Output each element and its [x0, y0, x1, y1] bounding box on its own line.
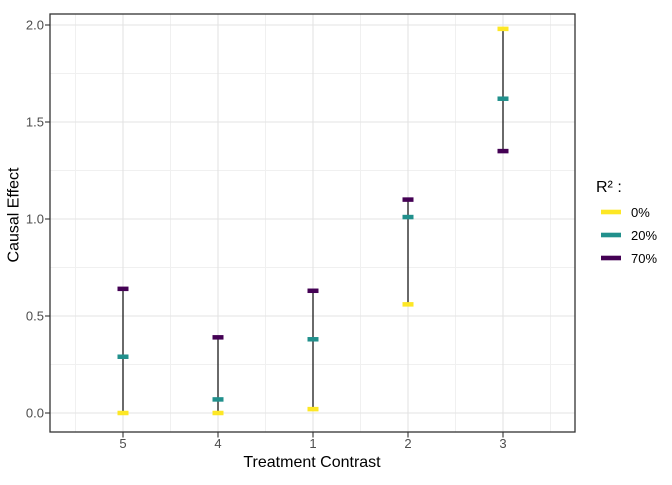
x-tick-label: 3: [499, 436, 506, 451]
x-tick-label: 1: [309, 436, 316, 451]
data-point: [117, 410, 129, 416]
data-point: [212, 410, 224, 416]
legend: R² : 0% 20% 70%: [596, 179, 657, 266]
y-tick-label: 0.5: [26, 309, 44, 324]
x-axis-tick-labels: 5 4 1 2 3: [119, 436, 506, 451]
x-axis-title: Treatment Contrast: [243, 454, 381, 471]
data-point: [307, 337, 319, 342]
y-tick-label: 0.0: [26, 406, 44, 421]
y-tick-label: 2.0: [26, 18, 44, 33]
data-point: [212, 397, 224, 402]
legend-title: R² :: [596, 179, 622, 196]
legend-key-dash: [601, 232, 621, 238]
data-point: [497, 96, 509, 101]
data-point: [402, 302, 414, 307]
legend-key-dash: [601, 255, 621, 261]
x-tick-label: 2: [404, 436, 411, 451]
axis-tick-marks: [45, 24, 504, 438]
data-point: [212, 335, 224, 340]
y-tick-label: 1.0: [26, 212, 44, 227]
x-tick-label: 4: [214, 436, 221, 451]
y-axis-tick-labels: 0.0 0.5 1.0 1.5 2.0: [26, 18, 44, 421]
data-point: [117, 354, 129, 359]
legend-key-dash: [601, 209, 621, 215]
x-tick-label: 5: [119, 436, 126, 451]
data-point: [402, 197, 414, 202]
y-tick-label: 1.5: [26, 115, 44, 130]
y-axis-title: Causal Effect: [6, 167, 23, 262]
data-point: [307, 406, 319, 412]
legend-label: 20%: [631, 228, 657, 243]
legend-label: 70%: [631, 251, 657, 266]
data-point: [497, 148, 509, 154]
data-point: [402, 214, 414, 220]
legend-label: 0%: [631, 205, 650, 220]
data-point: [497, 26, 509, 32]
data-point: [307, 288, 319, 294]
data-point: [117, 286, 129, 292]
data-marks: [117, 26, 509, 416]
